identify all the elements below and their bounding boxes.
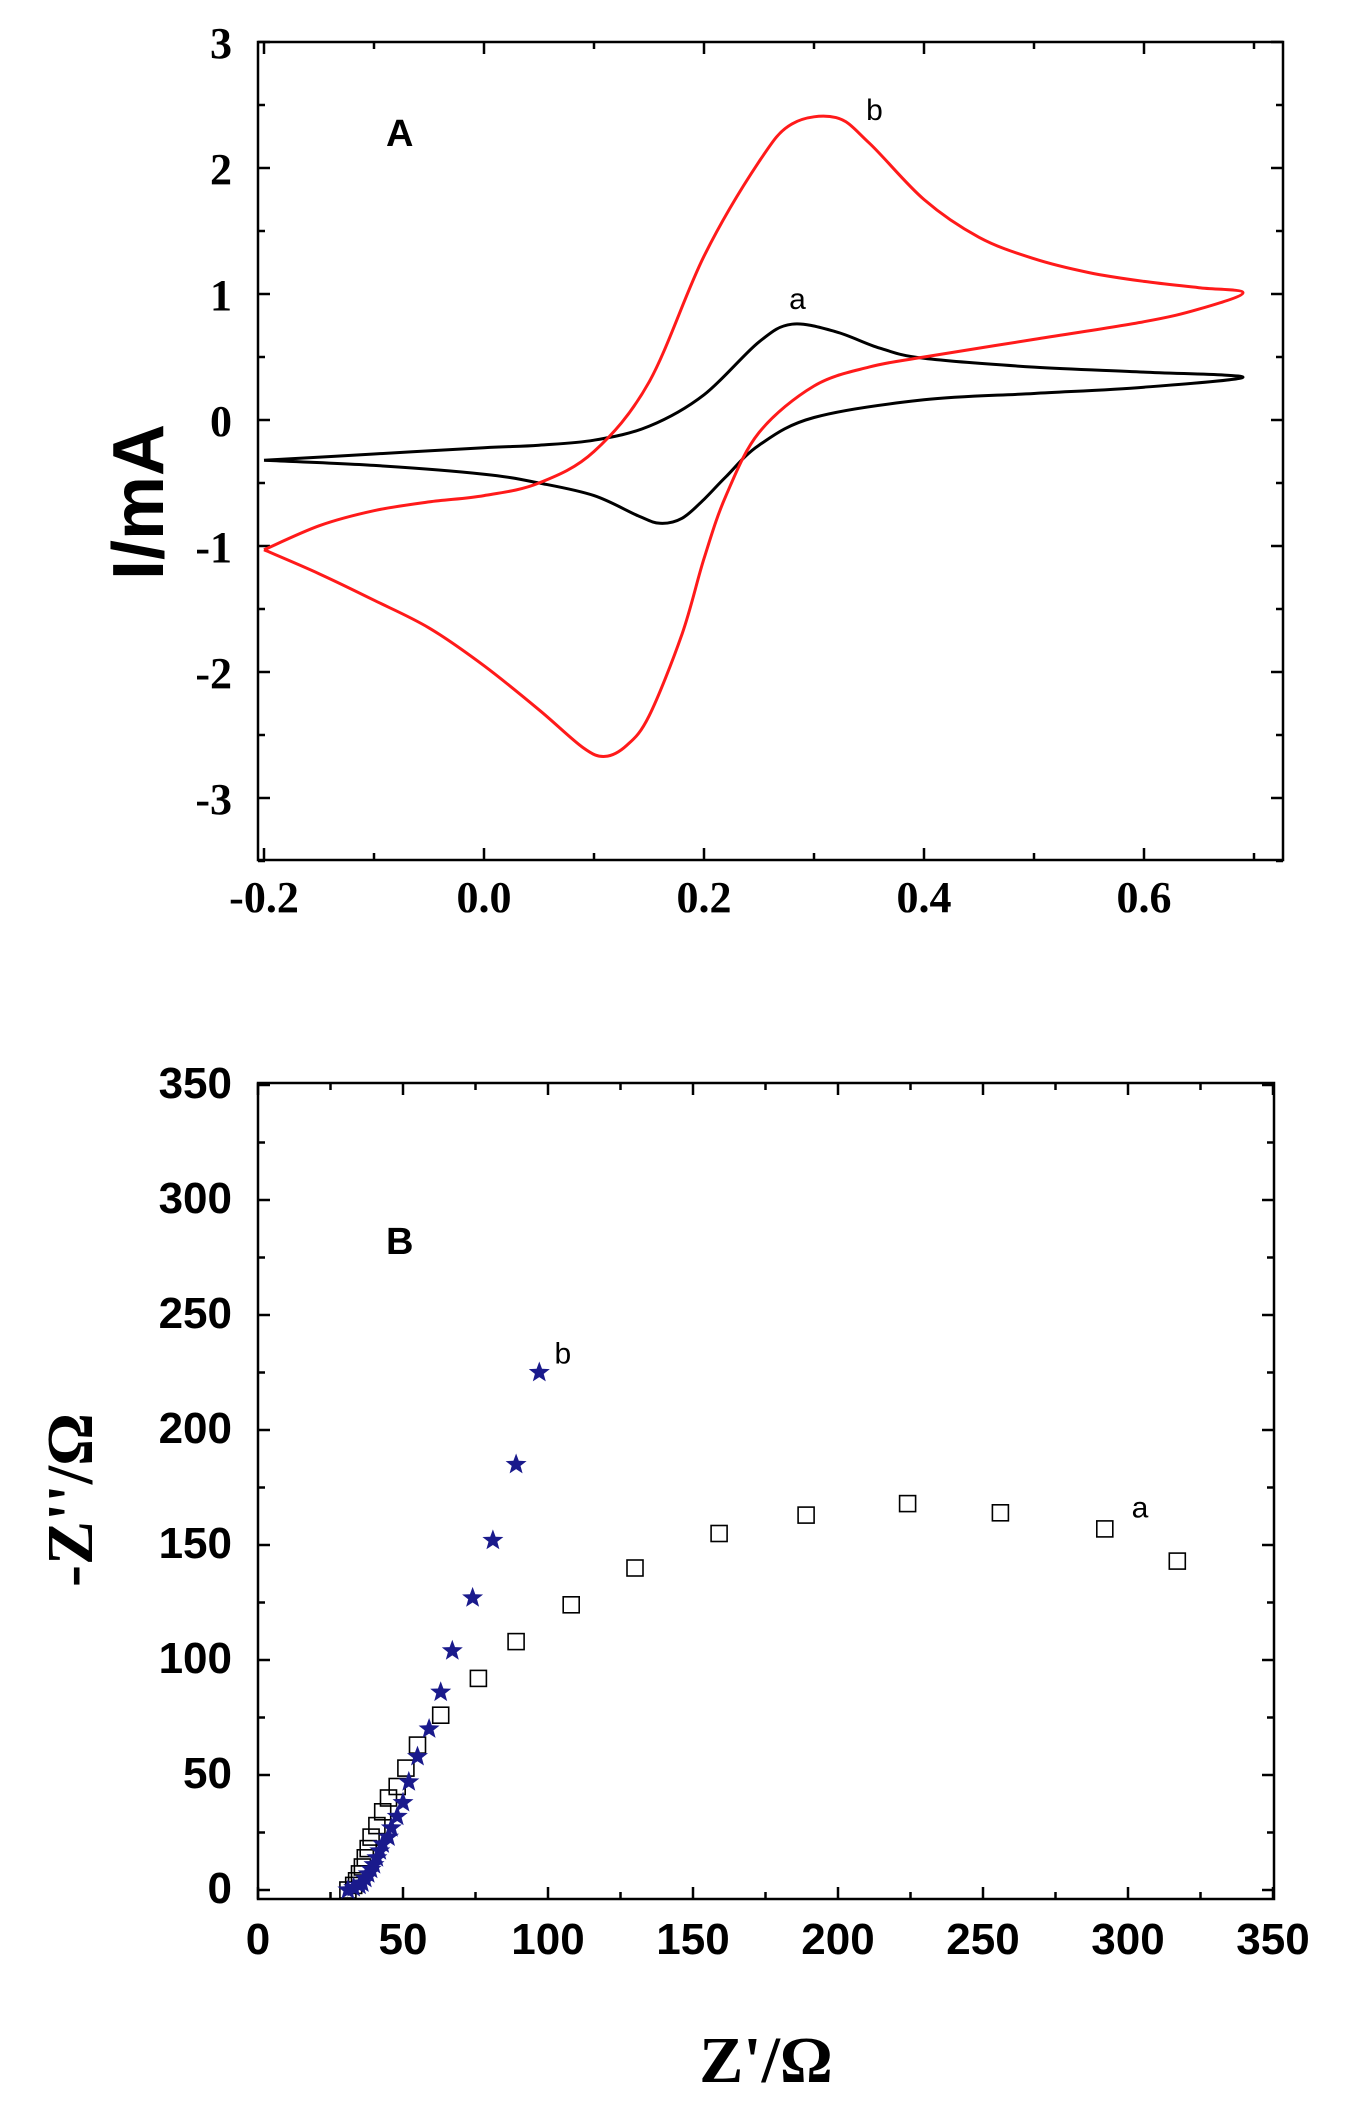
cv-curves [263, 114, 1245, 758]
eis-point-b [380, 1816, 402, 1837]
cv-plot-frame [256, 40, 1285, 862]
eis-point-a [362, 1828, 380, 1846]
eis-point-a [469, 1669, 488, 1688]
cv-x-tick-label: -0.2 [229, 873, 299, 922]
eis-point-b [407, 1745, 428, 1766]
eis-x-tick-label: 150 [656, 1915, 729, 1964]
eis-point-b [505, 1453, 527, 1474]
cv-y-tick-label: 1 [210, 271, 232, 320]
eis-x-tick-label: 250 [946, 1915, 1019, 1964]
eis-point-b [378, 1826, 399, 1846]
cv-curve-b [263, 114, 1245, 758]
cv-y-tick-label: 2 [210, 145, 232, 194]
eis-point-a [626, 1559, 644, 1577]
eis-point-a [373, 1803, 392, 1821]
eis-series-b-label: b [555, 1337, 572, 1370]
eis-y-tick-label: 250 [159, 1289, 232, 1338]
cv-curve-a [263, 322, 1245, 525]
eis-x-tick-label: 50 [379, 1915, 428, 1964]
eis-y-tick-label: 300 [159, 1174, 232, 1223]
cv-y-tick-label: -1 [195, 523, 232, 572]
eis-point-b [482, 1529, 504, 1550]
eis-point-a [507, 1632, 525, 1651]
cv-curve-b-label: b [866, 94, 883, 127]
eis-point-b [430, 1681, 452, 1702]
cv-y-tick-label: 0 [210, 397, 232, 446]
eis-y-tick-label: 50 [183, 1749, 232, 1798]
cv-y-axis-label: I/mA [99, 424, 179, 580]
eis-point-b [528, 1361, 550, 1382]
eis-axis-ticks [256, 1083, 1275, 1899]
eis-x-tick-label: 100 [511, 1915, 584, 1964]
cv-y-tick-label: -2 [195, 649, 232, 698]
eis-panel-letter: B [386, 1221, 413, 1263]
eis-point-a [431, 1706, 450, 1724]
eis-series-a-label: a [1132, 1491, 1149, 1524]
eis-point-b [441, 1639, 463, 1660]
eis-point-a [710, 1524, 728, 1543]
eis-panel: 0 50 100 150 200 250 300 350 350 300 250… [34, 1059, 1310, 2097]
eis-point-a [1096, 1520, 1114, 1538]
eis-point-a [797, 1506, 815, 1524]
eis-y-tick-label: 100 [159, 1634, 232, 1683]
cv-y-tick-label: 3 [210, 19, 232, 68]
eis-y-tick-label: 0 [208, 1864, 232, 1913]
eis-point-b [372, 1833, 394, 1853]
eis-x-tick-label: 300 [1091, 1915, 1164, 1964]
cv-x-tick-label: 0.4 [897, 873, 952, 922]
eis-point-b [462, 1586, 484, 1607]
eis-point-b [343, 1876, 365, 1897]
cv-axis-ticks [258, 40, 1283, 863]
eis-point-b [337, 1879, 359, 1899]
eis-point-b [418, 1718, 440, 1738]
eis-y-tick-label: 200 [159, 1404, 232, 1453]
eis-point-a [562, 1596, 581, 1614]
eis-point-a [898, 1494, 917, 1513]
cv-y-tick-label: -3 [195, 775, 232, 824]
eis-point-b [386, 1805, 408, 1826]
eis-point-b [398, 1770, 420, 1791]
eis-x-tick-label: 0 [246, 1915, 270, 1964]
cv-panel-letter: A [386, 113, 413, 155]
cv-panel: -0.2 0.0 0.2 0.4 0.6 3 2 1 0 -1 -2 -3 I/… [99, 19, 1285, 922]
eis-x-tick-label: 350 [1236, 1915, 1309, 1964]
eis-point-a [1168, 1552, 1187, 1570]
cv-x-tick-label: 0.0 [457, 873, 512, 922]
eis-point-a [991, 1504, 1010, 1522]
eis-data-points [337, 1361, 1187, 1899]
cv-x-tick-label: 0.6 [1117, 873, 1172, 922]
eis-x-tick-label: 200 [801, 1915, 874, 1964]
eis-y-axis-label: -Z''/Ω [34, 1413, 107, 1587]
eis-point-a [397, 1759, 415, 1777]
cv-curve-a-label: a [789, 283, 806, 316]
eis-y-tick-label: 150 [159, 1519, 232, 1568]
cv-x-tick-label: 0.2 [677, 873, 732, 922]
eis-y-tick-label: 350 [159, 1059, 232, 1108]
eis-point-b [392, 1791, 414, 1812]
eis-x-axis-label: Z'/Ω [699, 2024, 833, 2097]
